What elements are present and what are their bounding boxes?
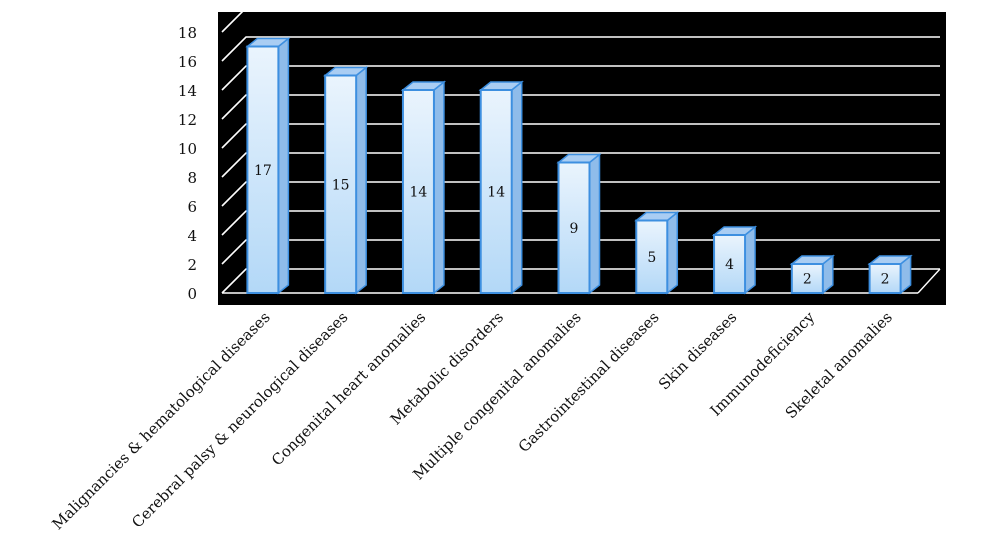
gridline: [221, 123, 940, 149]
gridline: [221, 65, 940, 91]
gridline: [221, 268, 940, 294]
bar: 2: [867, 254, 913, 295]
bar: 9: [556, 152, 602, 295]
bar-side: [433, 80, 445, 295]
gridline: [221, 36, 940, 62]
data-label: 15: [332, 177, 350, 193]
bar-side: [510, 80, 523, 295]
x-category-label: Congenital heart anomalies: [268, 308, 429, 469]
data-label: 4: [725, 257, 734, 273]
y-tick-label: 2: [187, 256, 197, 274]
data-label: 14: [410, 185, 428, 201]
y-tick-label: 12: [178, 111, 197, 129]
y-tick-label: 4: [187, 227, 197, 245]
bar-side: [666, 210, 679, 295]
bar-side: [355, 65, 367, 295]
bar-front: [246, 45, 280, 294]
gridline: [221, 181, 940, 207]
data-label: 5: [647, 250, 656, 266]
bar: 14: [400, 80, 447, 295]
gridline: [221, 210, 940, 236]
data-label: 2: [881, 272, 890, 288]
y-tick-label: 8: [187, 169, 197, 187]
bar-front: [324, 74, 358, 294]
bar: 2: [789, 254, 835, 295]
y-tick-label: 6: [187, 198, 197, 216]
y-tick-label: 16: [178, 53, 197, 71]
bar-side: [588, 152, 601, 295]
y-tick-label: 14: [178, 82, 197, 100]
gridline: [221, 239, 940, 265]
gridline: [221, 7, 940, 33]
bar: 15: [323, 65, 369, 295]
bar-front: [790, 263, 824, 294]
bar-front: [868, 263, 902, 294]
bars: 17 15 14 14 9 5 4 2 2: [245, 36, 913, 295]
gridline: [221, 152, 940, 178]
bar-side: [744, 225, 756, 295]
bar: 14: [478, 80, 524, 295]
floor-side-edge: [917, 268, 941, 294]
bar-front: [479, 89, 513, 294]
y-axis-ticks: 0 2 4 6 8 10 12 14 16 18: [178, 24, 197, 303]
bar: 5: [634, 210, 680, 295]
bar: 17: [245, 36, 291, 295]
bar-side: [277, 36, 290, 295]
bar-front: [713, 234, 747, 294]
bar-front: [401, 89, 435, 294]
y-tick-label: 18: [178, 24, 197, 42]
data-label: 9: [570, 221, 579, 237]
y-tick-label: 0: [187, 285, 197, 303]
data-label: 2: [803, 272, 812, 288]
bar-front: [557, 161, 591, 294]
data-label: 17: [254, 163, 272, 179]
x-axis-categories: Malignancies & hematological diseasesCer…: [48, 308, 895, 534]
x-category-label: Multiple congenital anomalies: [409, 308, 585, 484]
x-category-label: Gastrointestinal diseases: [515, 308, 663, 456]
y-tick-label: 10: [178, 140, 197, 158]
x-category-label: Skin diseases: [655, 308, 740, 393]
bar: 4: [711, 225, 758, 295]
bar-front: [635, 219, 669, 294]
data-label: 14: [487, 185, 505, 201]
gridline: [221, 94, 940, 120]
